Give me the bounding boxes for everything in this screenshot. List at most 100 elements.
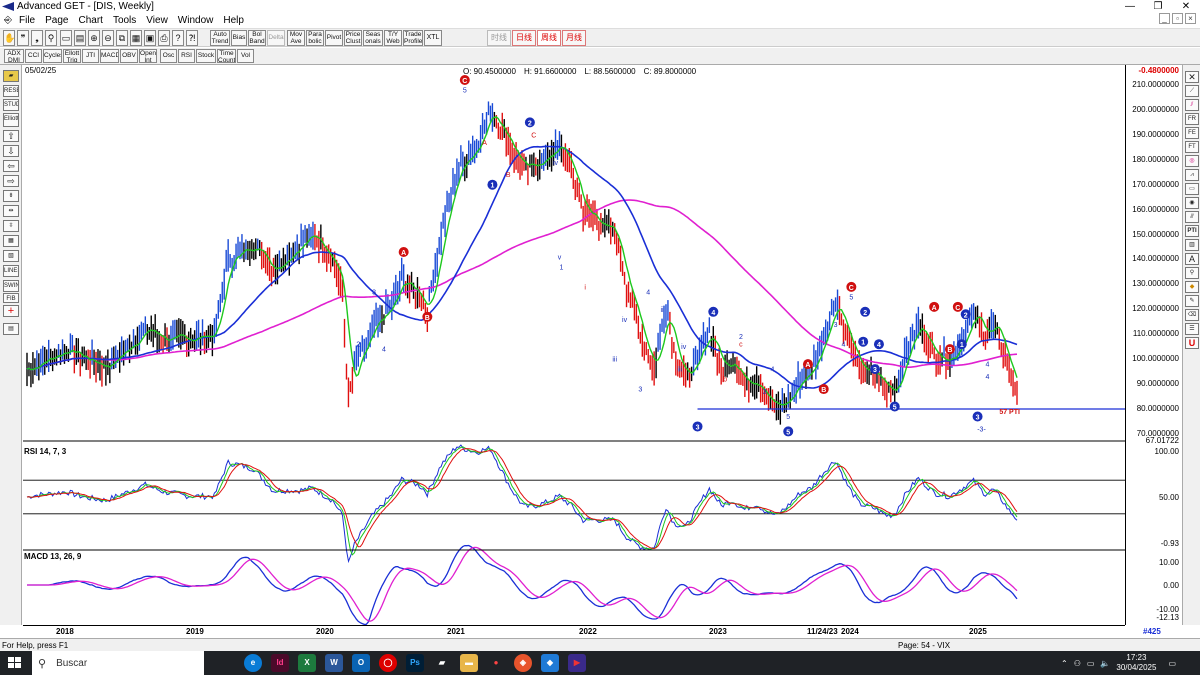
recorder-icon[interactable]: ●: [487, 654, 505, 672]
ty-web-button[interactable]: T/Y Web: [384, 30, 402, 46]
crosshair-icon[interactable]: +: [3, 305, 19, 317]
report-icon[interactable]: ▤: [3, 323, 19, 335]
arrow-up-icon[interactable]: ⇧: [3, 130, 19, 142]
indesign-icon[interactable]: Id: [271, 654, 289, 672]
tf-hour-button[interactable]: 时线: [487, 30, 511, 46]
seasonals-button[interactable]: Seas onals: [363, 30, 383, 46]
photoshop-icon[interactable]: Ps: [406, 654, 424, 672]
brave-icon[interactable]: ◈: [514, 654, 532, 672]
compress-icon[interactable]: ⇟: [3, 190, 19, 202]
paint-icon[interactable]: ◆: [1185, 281, 1199, 293]
u-icon[interactable]: U: [1185, 337, 1199, 349]
close-chart-icon[interactable]: ✕: [1185, 71, 1199, 83]
clock[interactable]: 17:23 30/04/2025: [1116, 653, 1156, 673]
help-icon[interactable]: ?: [172, 30, 184, 46]
elliott-icon[interactable]: Elliott: [3, 113, 19, 127]
file-explorer-icon[interactable]: ▬: [460, 654, 478, 672]
fib-ext-icon[interactable]: FE: [1185, 127, 1199, 139]
marker-icon[interactable]: ❟: [31, 30, 43, 46]
open-icon[interactable]: ▤: [74, 30, 86, 46]
elliott-trig-button[interactable]: Ellott Trig: [63, 49, 81, 63]
xtl-button[interactable]: XTL: [424, 30, 442, 46]
tf-week-button[interactable]: 周线: [537, 30, 561, 46]
vol-button[interactable]: Vol: [237, 49, 254, 63]
prob-icon[interactable]: ▥: [1185, 239, 1199, 251]
text-icon[interactable]: A: [1185, 253, 1199, 265]
context-help-icon[interactable]: ⁈: [186, 30, 198, 46]
osc-button[interactable]: Osc: [160, 49, 177, 63]
diamond-app-icon[interactable]: ◆: [541, 654, 559, 672]
fib-ret-icon[interactable]: FR: [1185, 113, 1199, 125]
mdi-minimize-icon[interactable]: _: [1159, 13, 1170, 24]
outlook-icon[interactable]: O: [352, 654, 370, 672]
time-count-button[interactable]: Time Count: [217, 49, 236, 63]
cci-button[interactable]: CCI: [25, 49, 42, 63]
opera-icon[interactable]: ◯: [379, 654, 397, 672]
trade-profile-button[interactable]: Trade Profile: [403, 30, 423, 46]
fib-icon[interactable]: FIB: [3, 293, 19, 303]
bol-band-button[interactable]: Bol Band: [248, 30, 266, 46]
arrow-left-icon[interactable]: ⇦: [3, 160, 19, 172]
arrow-right-icon[interactable]: ⇨: [3, 175, 19, 187]
folder-icon[interactable]: ▰: [3, 70, 19, 82]
print-icon[interactable]: ⎙: [158, 30, 170, 46]
macd-button[interactable]: MACD: [100, 49, 119, 63]
menu-chart[interactable]: Chart: [78, 14, 103, 26]
study-icon[interactable]: STUDY: [3, 99, 19, 111]
open-int-button[interactable]: Open Int: [139, 49, 157, 63]
reset-icon[interactable]: RESET: [3, 85, 19, 97]
cycles-button[interactable]: Cycles: [43, 49, 62, 63]
adx-dmi-button[interactable]: ADX DMI: [4, 49, 24, 63]
word-icon[interactable]: W: [325, 654, 343, 672]
menu-doc-icon[interactable]: ⎆: [4, 14, 12, 26]
pivot-button[interactable]: Pivot: [325, 30, 343, 46]
close-button[interactable]: ✕: [1181, 1, 1191, 12]
new-doc-icon[interactable]: ▭: [60, 30, 72, 46]
tf-day-button[interactable]: 日线: [512, 30, 536, 46]
zoom-out-icon[interactable]: ⊖: [102, 30, 114, 46]
menu-tools[interactable]: Tools: [112, 14, 137, 26]
copy-icon[interactable]: ⧉: [116, 30, 128, 46]
monitor-icon[interactable]: ▭: [1086, 658, 1095, 668]
price-clust-button[interactable]: Price Clust: [344, 30, 362, 46]
network-icon[interactable]: ⚇: [1073, 658, 1081, 668]
start-button[interactable]: [0, 651, 30, 675]
hand-icon[interactable]: ✋: [3, 30, 15, 46]
box-icon[interactable]: ▭: [1185, 183, 1199, 195]
pencil-icon[interactable]: ✎: [1185, 295, 1199, 307]
arrow-down-icon[interactable]: ⇩: [3, 145, 19, 157]
menu-help[interactable]: Help: [223, 14, 244, 26]
mov-ave-button[interactable]: Mov Ave: [287, 30, 305, 46]
advanced-get-icon[interactable]: ▶: [568, 654, 586, 672]
trend-line-icon[interactable]: ⟋: [1185, 85, 1199, 97]
parabolic-button[interactable]: Para bolic: [306, 30, 324, 46]
jti-button[interactable]: JTI: [82, 49, 99, 63]
zoom-icon[interactable]: ⚲: [1185, 267, 1199, 279]
tray-chevron-icon[interactable]: ⌃: [1060, 658, 1068, 668]
menu-file[interactable]: File: [19, 14, 36, 26]
save-icon[interactable]: ▣: [144, 30, 156, 46]
obv-button[interactable]: OBV: [120, 49, 138, 63]
bias-button[interactable]: Bias: [231, 30, 247, 46]
mdi-restore-icon[interactable]: ▫: [1172, 13, 1183, 24]
volume-icon[interactable]: 🔈: [1100, 658, 1111, 668]
zoom-in-icon[interactable]: ⊕: [88, 30, 100, 46]
mdi-close-icon[interactable]: ×: [1185, 13, 1196, 24]
pti-icon[interactable]: PTI: [1185, 225, 1199, 237]
auto-trend-button[interactable]: Auto Trend: [210, 30, 230, 46]
grid-select-icon[interactable]: ▦: [3, 235, 19, 247]
expand-horizontal-icon[interactable]: ⇹: [3, 205, 19, 217]
edge-icon[interactable]: e: [244, 654, 262, 672]
eraser-icon[interactable]: ⌫: [1185, 309, 1199, 321]
spiral-icon[interactable]: ◉: [1185, 197, 1199, 209]
split-icon[interactable]: ⇳: [3, 220, 19, 232]
stock-button[interactable]: Stock: [196, 49, 216, 63]
rsi-button[interactable]: RSI: [178, 49, 195, 63]
delta-button[interactable]: Delta: [267, 30, 285, 46]
quote-icon[interactable]: ❞: [17, 30, 29, 46]
parallel-icon[interactable]: ⫻: [1185, 211, 1199, 223]
notification-icon[interactable]: ▭: [1168, 658, 1176, 668]
menu-page[interactable]: Page: [45, 14, 69, 26]
